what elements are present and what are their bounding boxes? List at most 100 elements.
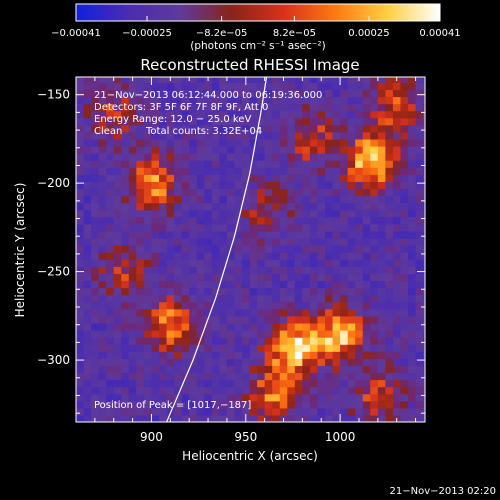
heatmap-cell [204, 379, 213, 388]
heatmap-cell [377, 266, 386, 274]
heatmap-cell [377, 400, 386, 409]
heatmap-cell [106, 153, 115, 161]
heatmap-cell [423, 89, 425, 98]
heatmap-cell [355, 110, 364, 119]
heatmap-cell [174, 131, 183, 140]
heatmap-cell [113, 294, 122, 303]
heatmap-cell [309, 89, 319, 98]
heatmap-cell [106, 89, 115, 98]
heatmap-cell [302, 209, 311, 218]
heatmap-cell [83, 82, 92, 90]
heatmap-cell [151, 252, 160, 260]
heatmap-cell [189, 77, 198, 83]
heatmap-cell [91, 167, 100, 175]
heatmap-cell [415, 160, 424, 168]
heatmap-cell [204, 138, 213, 147]
heatmap-cell [302, 167, 311, 175]
heatmap-cell [279, 110, 288, 119]
heatmap-cell [76, 372, 85, 381]
heatmap-cell [279, 379, 288, 388]
heatmap-cell [347, 315, 356, 324]
heatmap-cell [370, 216, 379, 225]
heatmap-cell [106, 414, 115, 422]
heatmap-cell [385, 103, 394, 112]
heatmap-cell [189, 407, 198, 416]
heatmap-cell [392, 245, 402, 253]
heatmap-cell [294, 202, 303, 211]
heatmap-cell [234, 174, 243, 182]
heatmap-cell [340, 266, 349, 274]
heatmap-cell [362, 110, 371, 119]
heatmap-cell [226, 365, 236, 374]
heatmap-cell [302, 322, 311, 331]
heatmap-cell [385, 216, 394, 225]
heatmap-cell [159, 230, 168, 239]
heatmap-cell [181, 379, 190, 388]
heatmap-cell [98, 330, 107, 338]
heatmap-cell [151, 138, 160, 147]
heatmap-cell [128, 365, 137, 374]
heatmap-cell [91, 386, 100, 395]
heatmap-cell [174, 266, 183, 274]
heatmap-cell [113, 124, 122, 133]
heatmap-cell [128, 294, 137, 303]
heatmap-cell [121, 188, 130, 197]
heatmap-cell [392, 146, 402, 154]
heatmap-cell [370, 400, 379, 409]
heatmap-cell [332, 287, 341, 296]
heatmap-cell [128, 358, 137, 366]
heatmap-cell [211, 301, 220, 310]
heatmap-cell [166, 160, 175, 168]
heatmap-cell [377, 174, 386, 182]
heatmap-cell [113, 160, 122, 168]
heatmap-cell [355, 188, 364, 197]
heatmap-cell [392, 216, 402, 225]
heatmap-cell [294, 414, 303, 422]
heatmap-cell [121, 344, 130, 352]
heatmap-cell [264, 153, 273, 161]
heatmap-cell [400, 96, 409, 105]
heatmap-cell [415, 202, 424, 211]
heatmap-cell [91, 216, 100, 225]
heatmap-cell [377, 365, 386, 374]
heatmap-cell [272, 223, 281, 232]
heatmap-cell [98, 96, 107, 105]
heatmap-cell [257, 167, 266, 175]
heatmap-cell [249, 195, 258, 204]
heatmap-cell [362, 103, 371, 112]
heatmap-cell [423, 252, 425, 260]
heatmap-cell [294, 82, 303, 90]
heatmap-cell [272, 414, 281, 422]
heatmap-cell [211, 400, 220, 409]
heatmap-cell [83, 414, 92, 422]
heatmap-cell [325, 124, 334, 133]
heatmap-cell [347, 230, 356, 239]
heatmap-cell [91, 230, 100, 239]
heatmap-cell [377, 322, 386, 331]
heatmap-cell [400, 294, 409, 303]
heatmap-cell [83, 315, 92, 324]
heatmap-cell [317, 96, 326, 105]
heatmap-cell [181, 202, 190, 211]
heatmap-cell [83, 407, 92, 416]
heatmap-cell [174, 96, 183, 105]
heatmap-cell [159, 372, 168, 381]
heatmap-cell [423, 96, 425, 105]
heatmap-cell [287, 124, 296, 133]
heatmap-cell [294, 117, 303, 126]
heatmap-cell [159, 414, 168, 422]
heatmap-cell [415, 195, 424, 204]
heatmap-cell [151, 287, 160, 296]
heatmap-cell [166, 153, 175, 161]
footer-timestamp: 21−Nov−2013 02:20 [390, 486, 496, 497]
heatmap-cell [309, 230, 319, 239]
heatmap-cell [415, 315, 424, 324]
heatmap-cell [340, 181, 349, 190]
heatmap-cell [400, 110, 409, 119]
heatmap-cell [272, 238, 281, 246]
heatmap-cell [174, 153, 183, 161]
heatmap-cell [423, 400, 425, 409]
heatmap-cell [151, 131, 160, 140]
heatmap-cell [189, 110, 198, 119]
heatmap-cell [340, 407, 349, 416]
